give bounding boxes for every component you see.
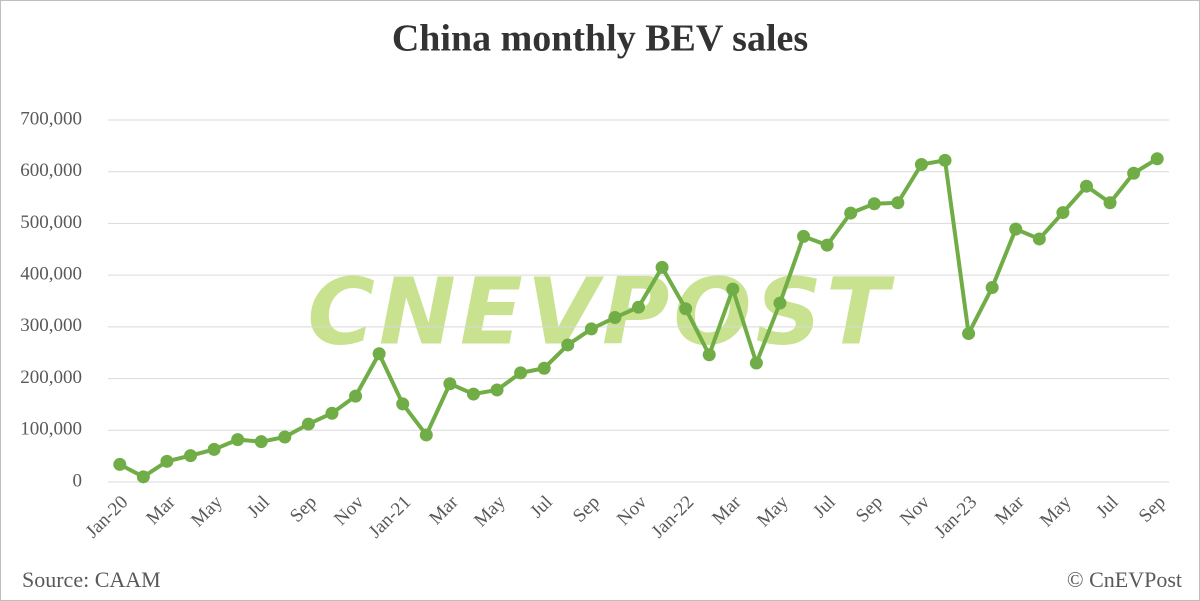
data-point [184, 449, 198, 463]
data-point [962, 327, 976, 341]
data-point [773, 296, 787, 310]
data-point [278, 430, 292, 444]
data-point [867, 197, 881, 211]
data-point [844, 206, 858, 220]
data-point [349, 389, 363, 403]
data-point [820, 238, 834, 252]
y-tick-label: 400,000 [20, 264, 82, 285]
data-point [1079, 179, 1093, 193]
data-point [325, 406, 339, 420]
watermark: CNEVPOST [307, 258, 894, 365]
y-tick-label: 600,000 [20, 160, 82, 181]
data-point [419, 428, 433, 442]
data-point [1056, 206, 1070, 220]
data-point [985, 281, 999, 295]
data-point [1009, 222, 1023, 236]
y-tick-label: 700,000 [20, 108, 82, 129]
data-point [632, 300, 645, 314]
data-point [136, 470, 150, 484]
data-point [608, 311, 622, 325]
data-point [726, 282, 740, 296]
data-point [584, 322, 598, 336]
source-note: Source: CAAM [22, 567, 161, 592]
data-point [301, 417, 315, 431]
data-point [702, 348, 716, 362]
data-point [749, 356, 763, 370]
data-point [891, 196, 905, 210]
y-tick-label: 500,000 [20, 212, 82, 233]
data-point [396, 397, 410, 411]
data-point [679, 302, 693, 316]
data-point [537, 361, 551, 375]
data-point [914, 157, 928, 171]
data-point [254, 435, 268, 449]
data-point [1150, 152, 1164, 166]
data-point [514, 366, 528, 380]
copyright-note: © CnEVPost [1067, 567, 1182, 592]
data-point [1127, 166, 1141, 180]
data-point [113, 457, 127, 471]
y-tick-label: 200,000 [20, 367, 82, 388]
chart-title: China monthly BEV sales [392, 18, 808, 60]
data-point [1032, 232, 1046, 246]
data-point [466, 387, 480, 401]
data-point [207, 442, 221, 456]
data-point [490, 383, 504, 397]
y-tick-label: 0 [73, 470, 83, 491]
data-point [655, 260, 669, 274]
data-point [797, 229, 811, 243]
data-point [443, 377, 457, 391]
data-point [1103, 196, 1117, 210]
data-point [231, 433, 245, 447]
y-tick-label: 300,000 [20, 315, 82, 336]
data-point [561, 338, 575, 352]
y-tick-label: 100,000 [20, 419, 82, 440]
data-point [372, 347, 386, 361]
data-point [160, 454, 174, 468]
data-point [938, 153, 952, 167]
